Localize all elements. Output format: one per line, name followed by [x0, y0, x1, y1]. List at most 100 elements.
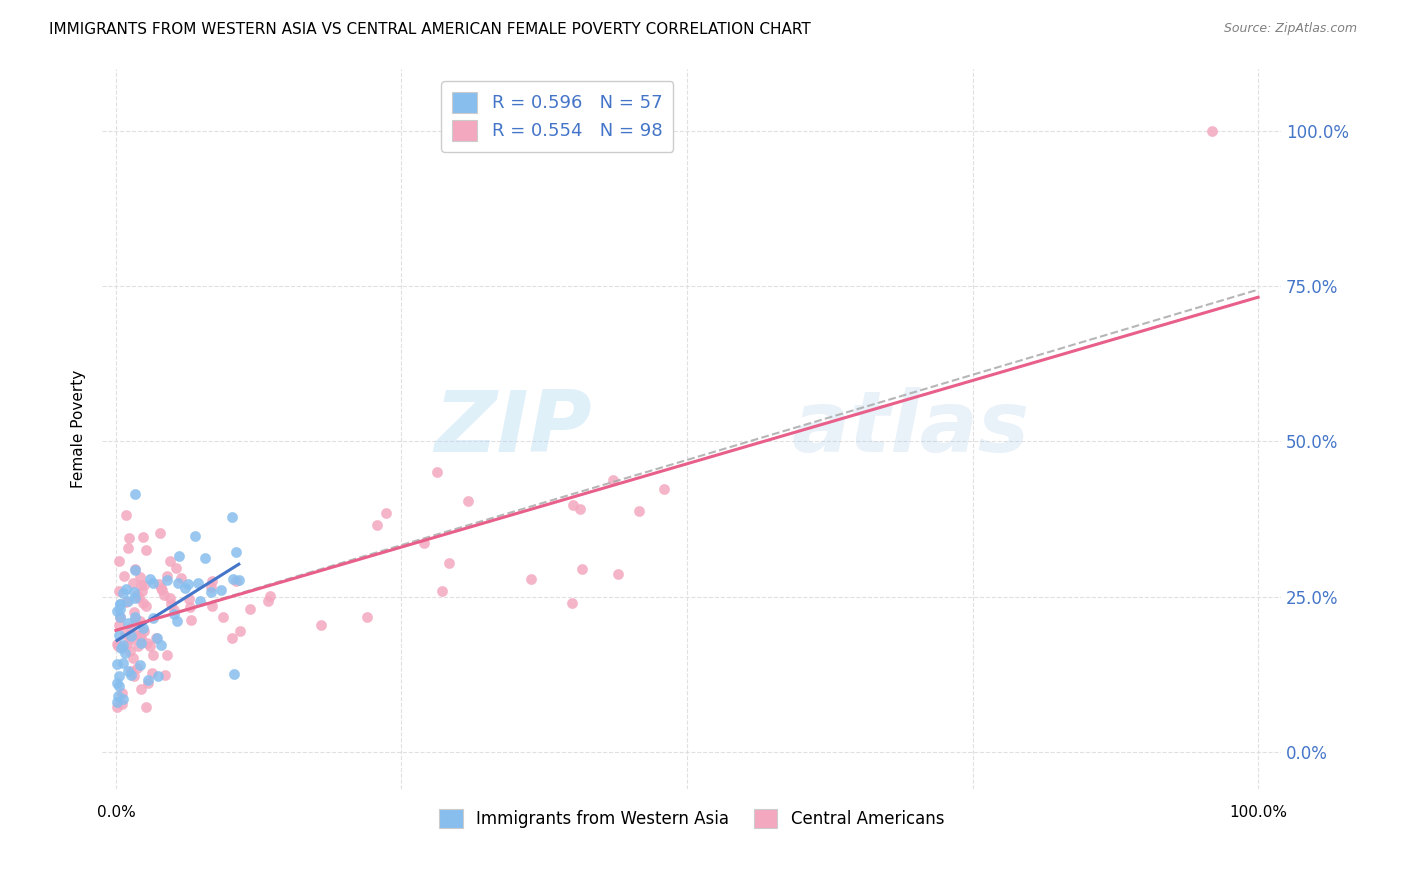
Point — [1201, 123, 1223, 137]
Point — [201, 599, 224, 613]
Point — [170, 571, 193, 585]
Point — [201, 574, 224, 588]
Point — [127, 640, 149, 654]
Point — [142, 575, 165, 590]
Point — [115, 637, 138, 651]
Point — [131, 583, 153, 598]
Point — [141, 665, 163, 680]
Point — [129, 635, 152, 649]
Text: 100.0%: 100.0% — [1229, 805, 1286, 820]
Point — [120, 632, 142, 646]
Point — [132, 596, 155, 610]
Point — [148, 577, 170, 591]
Point — [127, 627, 149, 641]
Point — [108, 628, 131, 642]
Text: IMMIGRANTS FROM WESTERN ASIA VS CENTRAL AMERICAN FEMALE POVERTY CORRELATION CHAR: IMMIGRANTS FROM WESTERN ASIA VS CENTRAL … — [49, 22, 811, 37]
Point — [200, 580, 222, 594]
Point — [225, 574, 247, 588]
Point — [150, 581, 173, 595]
Point — [174, 581, 197, 595]
Point — [105, 695, 128, 709]
Point — [148, 669, 170, 683]
Point — [225, 544, 247, 558]
Point — [124, 612, 146, 626]
Point — [180, 613, 202, 627]
Point — [222, 572, 245, 586]
Point — [112, 586, 135, 600]
Point — [209, 583, 232, 598]
Point — [129, 628, 152, 642]
Point — [163, 607, 186, 621]
Point — [146, 631, 169, 645]
Point — [124, 584, 146, 599]
Point — [229, 624, 252, 638]
Point — [124, 591, 146, 606]
Point — [128, 591, 150, 606]
Point — [118, 644, 141, 658]
Point — [128, 657, 150, 672]
Point — [156, 568, 179, 582]
Point — [432, 583, 454, 598]
Point — [145, 632, 167, 646]
Point — [159, 553, 181, 567]
Point — [135, 542, 157, 557]
Point — [212, 610, 235, 624]
Point — [120, 668, 142, 682]
Point — [177, 576, 200, 591]
Text: atlas: atlas — [792, 387, 1031, 470]
Point — [135, 636, 157, 650]
Point — [122, 651, 145, 665]
Point — [121, 576, 143, 591]
Y-axis label: Female Poverty: Female Poverty — [72, 370, 86, 488]
Point — [571, 562, 593, 576]
Point — [179, 599, 201, 614]
Point — [105, 675, 128, 690]
Point — [366, 518, 388, 533]
Point — [107, 640, 129, 654]
Point — [142, 648, 165, 662]
Point — [129, 577, 152, 591]
Point — [187, 576, 209, 591]
Point — [569, 502, 592, 516]
Point — [124, 605, 146, 619]
Point — [652, 482, 675, 496]
Point — [136, 676, 159, 690]
Point — [129, 614, 152, 628]
Text: ZIP: ZIP — [434, 387, 592, 470]
Point — [132, 624, 155, 638]
Point — [375, 506, 398, 520]
Point — [118, 531, 141, 545]
Point — [122, 669, 145, 683]
Point — [127, 588, 149, 602]
Point — [163, 602, 186, 616]
Point — [239, 601, 262, 615]
Point — [124, 563, 146, 577]
Point — [135, 700, 157, 714]
Point — [108, 597, 131, 611]
Point — [107, 618, 129, 632]
Point — [131, 681, 153, 696]
Point — [112, 568, 135, 582]
Point — [108, 597, 131, 611]
Point — [194, 551, 217, 566]
Point — [117, 665, 139, 679]
Point — [224, 666, 246, 681]
Point — [110, 698, 132, 712]
Point — [117, 541, 139, 556]
Point — [117, 615, 139, 630]
Point — [111, 657, 134, 671]
Point — [110, 640, 132, 655]
Point — [156, 573, 179, 587]
Point — [129, 570, 152, 584]
Point — [108, 669, 131, 683]
Point — [132, 621, 155, 635]
Point — [437, 556, 460, 570]
Point — [129, 632, 152, 646]
Point — [166, 575, 188, 590]
Point — [519, 572, 541, 586]
Point — [149, 526, 172, 541]
Point — [152, 588, 174, 602]
Point — [134, 599, 156, 614]
Point — [127, 661, 149, 675]
Point — [150, 582, 173, 597]
